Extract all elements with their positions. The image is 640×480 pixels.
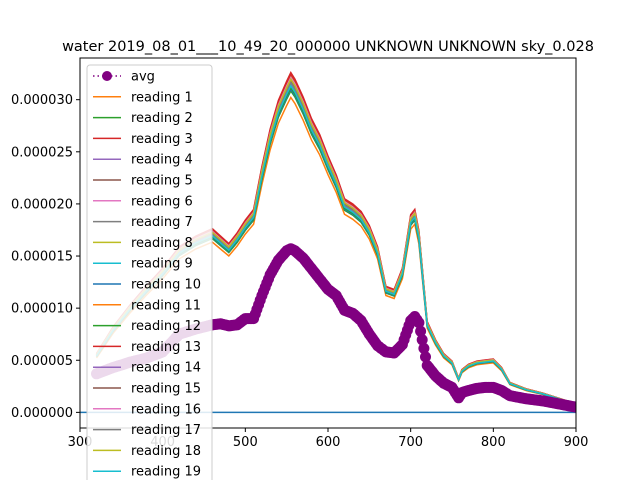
- y-axis: 0.000000 0.000005 0.000010 0.000015 0.000020…: [11, 93, 80, 421]
- avg-point: [413, 317, 425, 329]
- x-tick-label: 700: [398, 435, 423, 450]
- legend-marker-avg: [102, 71, 112, 81]
- legend-label: reading 5: [131, 174, 193, 189]
- legend-label: reading 12: [131, 319, 201, 334]
- avg-point: [420, 351, 431, 363]
- legend-box: [86, 64, 213, 480]
- legend-label: reading 17: [131, 423, 201, 438]
- legend-label: reading 8: [131, 236, 193, 251]
- avg-point: [416, 334, 428, 346]
- legend-label: avg: [131, 70, 155, 85]
- legend-label: reading 14: [131, 361, 201, 376]
- chart-title: water 2019_08_01___10_49_20_000000 UNKNO…: [62, 39, 594, 55]
- y-tick-label: 0.000005: [11, 354, 73, 369]
- y-tick-label: 0.000030: [11, 93, 73, 108]
- x-tick-label: 900: [564, 435, 589, 450]
- x-tick-label: 800: [481, 435, 506, 450]
- x-tick-label: 600: [316, 435, 341, 450]
- legend-label: reading 3: [131, 132, 193, 147]
- legend-label: reading 19: [131, 465, 201, 480]
- legend-label: reading 18: [131, 444, 201, 459]
- legend-label: reading 10: [131, 278, 201, 293]
- legend-label: reading 11: [131, 298, 201, 313]
- legend-label: reading 2: [131, 111, 193, 126]
- legend-label: reading 13: [131, 340, 201, 355]
- y-tick-label: 0.000020: [11, 197, 73, 212]
- x-tick-label: 300: [68, 435, 93, 450]
- series-line-reading-19: [95, 84, 576, 405]
- legend-label: reading 4: [131, 153, 193, 168]
- legend: avg reading 1 reading 2 reading 3 reading 4 r…: [86, 64, 213, 480]
- legend-label: reading 9: [131, 257, 193, 272]
- avg-point: [415, 325, 427, 337]
- y-tick-label: 0.000010: [11, 302, 73, 317]
- y-tick-label: 0.000015: [11, 250, 73, 265]
- x-tick-label: 500: [233, 435, 258, 450]
- legend-label: reading 15: [131, 382, 201, 397]
- legend-label: reading 7: [131, 215, 193, 230]
- avg-point: [570, 401, 576, 413]
- y-tick-label: 0.000025: [11, 145, 73, 160]
- series-line-reading-18: [95, 77, 576, 405]
- legend-label: reading 6: [131, 194, 193, 209]
- legend-label: reading 16: [131, 402, 201, 417]
- series-line-reading-1: [95, 96, 576, 406]
- legend-label: reading 1: [131, 90, 193, 105]
- avg-point: [418, 342, 430, 354]
- y-tick-label: 0.000000: [11, 406, 73, 421]
- series-layer: [80, 71, 576, 414]
